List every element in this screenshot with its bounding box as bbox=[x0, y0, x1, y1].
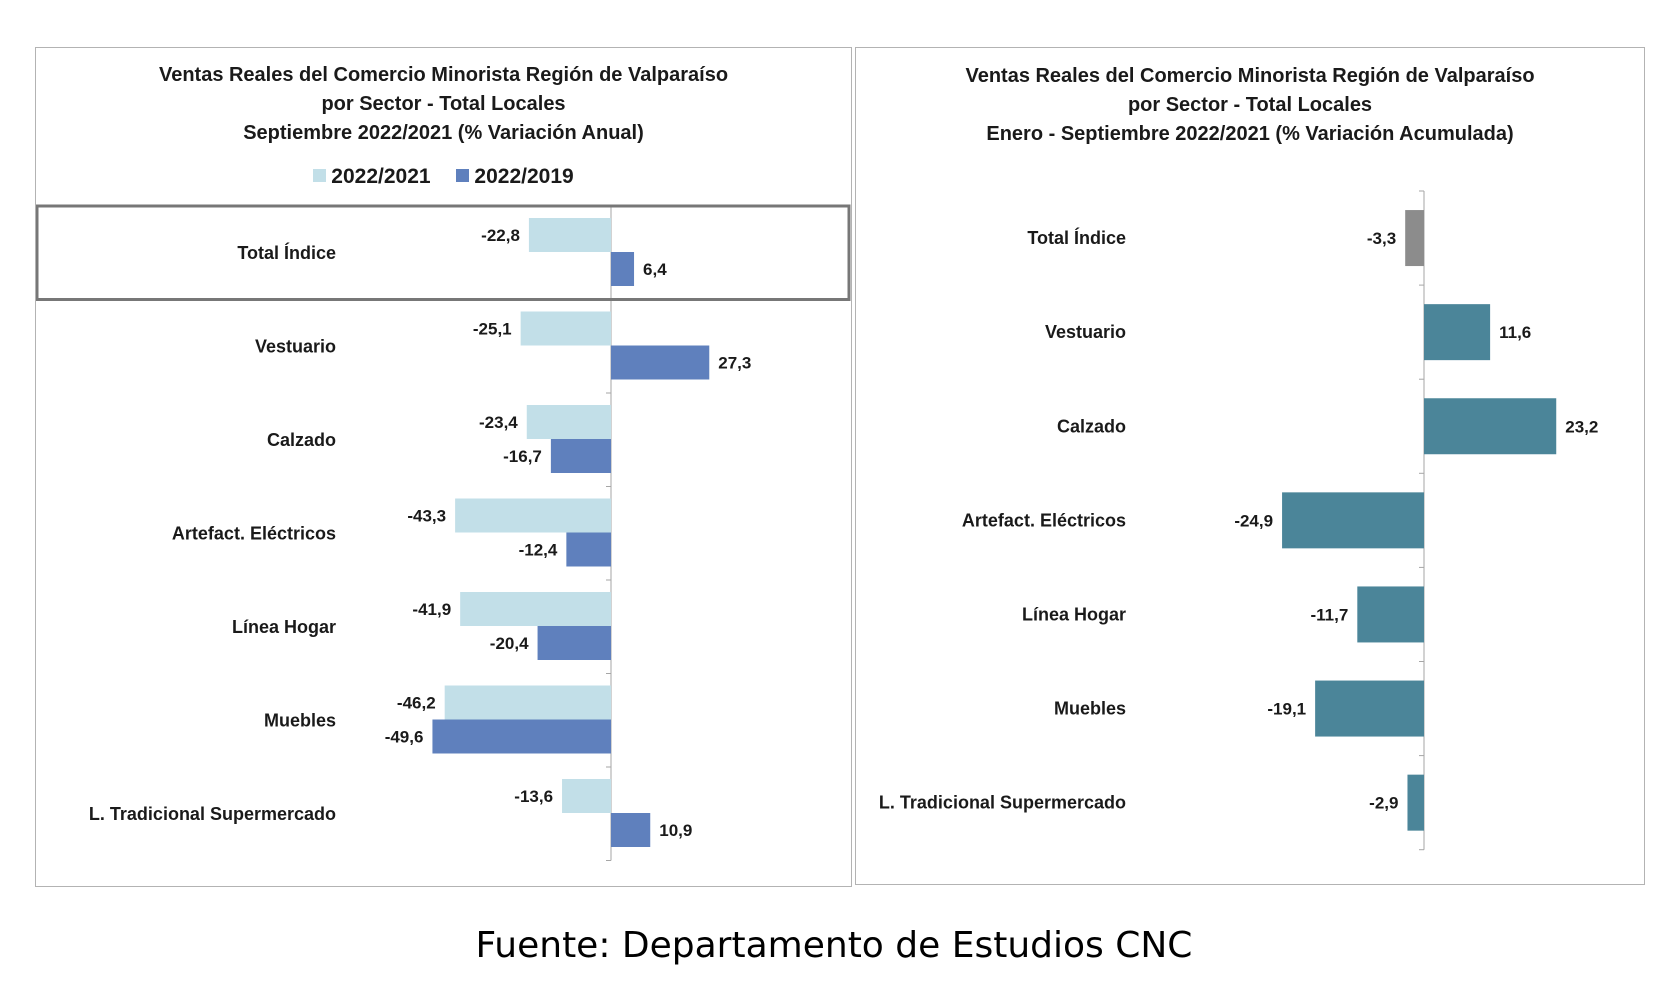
data-label: -20,4 bbox=[490, 634, 529, 653]
data-label: -46,2 bbox=[397, 694, 436, 713]
bar-2022-2021-artefact-electricos bbox=[455, 498, 611, 533]
bar-2022-2019-artefact-electricos bbox=[566, 532, 611, 567]
data-label: -49,6 bbox=[385, 728, 424, 747]
title-line-1: Ventas Reales del Comercio Minorista Reg… bbox=[158, 64, 729, 86]
category-label-muebles: Muebles bbox=[1054, 699, 1126, 719]
data-label: -2,9 bbox=[1369, 794, 1398, 813]
bar-2022-2019-l-tradicional-supermercado bbox=[611, 813, 651, 847]
data-label: -41,9 bbox=[412, 600, 451, 619]
bar-l-tradicional-supermercado bbox=[1407, 774, 1424, 831]
data-label: -25,1 bbox=[473, 320, 512, 339]
title-line-2: por Sector - Total Locales bbox=[321, 93, 566, 115]
data-label: -23,4 bbox=[479, 413, 518, 432]
source-note: Fuente: Departamento de Estudios CNC bbox=[475, 925, 1193, 966]
data-label: -13,6 bbox=[514, 787, 553, 806]
data-label: 27,3 bbox=[718, 354, 751, 373]
bar-2022-2019-total-indice bbox=[611, 252, 635, 286]
bar-2022-2021-l-tradicional-supermercado bbox=[562, 779, 611, 813]
title-line-1: Ventas Reales del Comercio Minorista Reg… bbox=[965, 65, 1535, 87]
data-label: -3,3 bbox=[1367, 229, 1396, 248]
category-label-l-tradicional-supermercado: L. Tradicional Supermercado bbox=[879, 793, 1126, 813]
category-label-calzado: Calzado bbox=[1057, 416, 1126, 436]
data-label: 6,4 bbox=[643, 260, 667, 279]
data-label: 23,2 bbox=[1565, 417, 1598, 436]
bar-2022-2021-calzado bbox=[526, 405, 611, 439]
bar-2022-2019-linea-hogar bbox=[537, 626, 611, 660]
legend-swatch bbox=[313, 168, 327, 182]
category-label-total-indice: Total Índice bbox=[1027, 227, 1126, 248]
data-label: -12,4 bbox=[519, 541, 558, 560]
legend-item-2022-2019: 2022/2019 bbox=[456, 165, 574, 188]
category-label-vestuario: Vestuario bbox=[255, 336, 336, 356]
data-label: -16,7 bbox=[503, 447, 542, 466]
chart-title-annual: Ventas Reales del Comercio Minorista Reg… bbox=[36, 61, 851, 148]
legend-label: 2022/2019 bbox=[474, 165, 574, 188]
data-label: 11,6 bbox=[1499, 323, 1531, 342]
bar-2022-2019-muebles bbox=[432, 719, 611, 754]
highlight-box-total-indice bbox=[36, 204, 851, 301]
bar-muebles bbox=[1315, 680, 1424, 737]
category-label-artefact-electricos: Artefact. Eléctricos bbox=[172, 523, 336, 543]
title-line-3: Enero - Septiembre 2022/2021 (% Variació… bbox=[986, 123, 1514, 145]
category-label-muebles: Muebles bbox=[264, 710, 336, 730]
data-label: -43,3 bbox=[407, 507, 446, 526]
data-label: -11,7 bbox=[1310, 605, 1348, 624]
legend-swatch bbox=[456, 168, 470, 182]
data-label: -19,1 bbox=[1267, 700, 1306, 719]
data-label: -22,8 bbox=[481, 226, 520, 245]
chart-legend: 2022/2021 2022/2019 bbox=[36, 165, 851, 189]
chart-panel-cumulative: Ventas Reales del Comercio Minorista Reg… bbox=[855, 47, 1645, 885]
title-line-3: Septiembre 2022/2021 (% Variación Anual) bbox=[243, 122, 644, 144]
bar-2022-2019-calzado bbox=[550, 439, 611, 473]
bar-vestuario bbox=[1424, 304, 1491, 361]
category-label-linea-hogar: Línea Hogar bbox=[232, 617, 336, 637]
bar-chart-annual: Total Índice -22,8 6,4 Vestuario -25,1 27,3 Ca… bbox=[36, 204, 851, 861]
title-line-2: por Sector - Total Locales bbox=[1127, 94, 1373, 116]
data-label: 10,9 bbox=[659, 821, 692, 840]
legend-item-2022-2021: 2022/2021 bbox=[313, 165, 431, 188]
bar-linea-hogar bbox=[1357, 586, 1424, 643]
chart-title-cumulative: Ventas Reales del Comercio Minorista Reg… bbox=[856, 62, 1644, 149]
category-label-linea-hogar: Línea Hogar bbox=[1022, 604, 1126, 624]
bar-calzado bbox=[1424, 398, 1557, 455]
bar-2022-2019-vestuario bbox=[611, 345, 710, 380]
bar-total-indice bbox=[1405, 210, 1424, 267]
category-label-total-indice: Total Índice bbox=[237, 242, 336, 263]
bar-2022-2021-vestuario bbox=[520, 311, 611, 346]
data-label: -24,9 bbox=[1234, 511, 1273, 530]
bar-2022-2021-muebles bbox=[444, 685, 611, 720]
bar-artefact-electricos bbox=[1282, 492, 1424, 549]
category-label-artefact-electricos: Artefact. Eléctricos bbox=[962, 510, 1126, 530]
bar-chart-cumulative: Total Índice -3,3 Vestuario 11,6 Calzado 23,2… bbox=[879, 190, 1598, 851]
category-label-l-tradicional-supermercado: L. Tradicional Supermercado bbox=[89, 804, 336, 824]
bar-2022-2021-linea-hogar bbox=[460, 592, 611, 626]
category-label-calzado: Calzado bbox=[267, 430, 336, 450]
chart-panel-annual: Ventas Reales del Comercio Minorista Reg… bbox=[35, 47, 852, 887]
bar-2022-2021-total-indice bbox=[528, 218, 611, 252]
category-label-vestuario: Vestuario bbox=[1045, 322, 1126, 342]
legend-label: 2022/2021 bbox=[331, 165, 431, 188]
